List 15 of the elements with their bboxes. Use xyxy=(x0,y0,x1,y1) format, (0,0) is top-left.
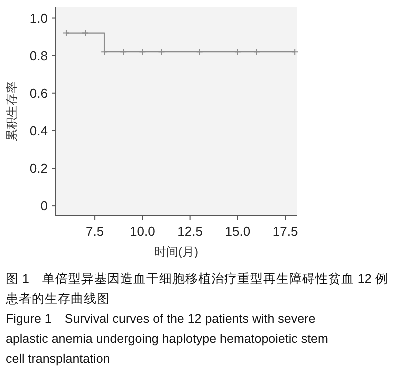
y-tick-label: 0.8 xyxy=(30,48,48,64)
y-tick-label: 0.4 xyxy=(30,123,48,138)
x-tick-label: 12.5 xyxy=(178,224,203,239)
caption: Figure 1 Survival curves of the 12 patients with severe aplastic anemia undergoing haplotype hematopoietic stem cell transplantation xyxy=(6,312,328,366)
y-tick-label: 0.6 xyxy=(30,86,48,101)
x-tick-label: 7.5 xyxy=(86,224,104,239)
caption: 图 1 单倍型异基因造血干细胞移植治疗重型再生障碍性贫血 12 例患者的生存曲线图 xyxy=(5,272,388,306)
x-tick-label: 17.5 xyxy=(272,224,298,239)
y-axis-title: 累积生存率 xyxy=(5,82,19,142)
x-axis-title: 时间(月) xyxy=(154,245,198,259)
y-tick-label: 0.2 xyxy=(30,161,48,176)
y-tick-label: 1.0 xyxy=(30,10,48,26)
x-tick-label: 10.0 xyxy=(130,224,156,239)
x-tick-label: 15.0 xyxy=(225,224,251,239)
y-tick-label: 0 xyxy=(40,198,48,214)
